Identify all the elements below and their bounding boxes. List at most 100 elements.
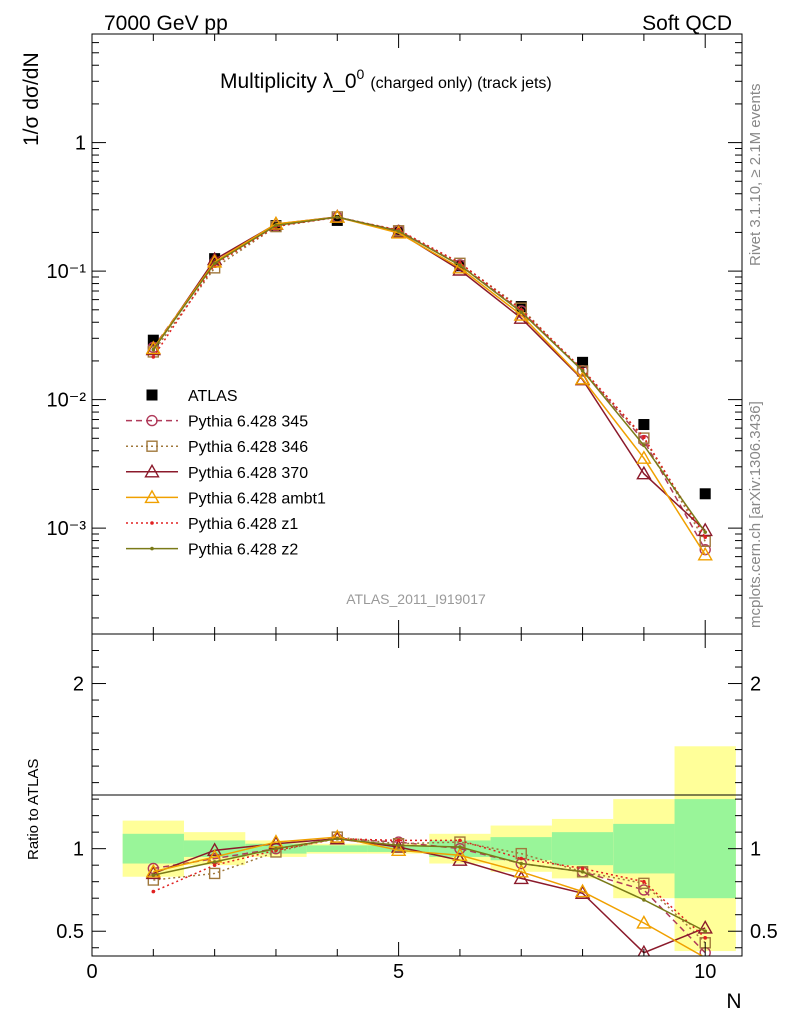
ratio-data-point-shape — [206, 842, 223, 857]
main-data-point — [335, 215, 340, 219]
ratio-x-tick-label: 0 — [86, 961, 97, 983]
legend-marker — [146, 440, 158, 452]
ratio-data-point-shape — [452, 847, 468, 861]
ratio-y-tick-label: 2 — [73, 674, 84, 696]
ratio-data-point — [206, 842, 223, 857]
ratio-plot-panel: 0.5 0.5 1 1 2 2 0 5 10 Ratio to ATLAS N — [25, 633, 778, 1013]
main-data-point — [642, 443, 646, 448]
ratio-data-point-shape — [396, 843, 401, 848]
main-data-point-shape — [577, 356, 589, 368]
ratio-data-point-shape — [329, 829, 345, 843]
ratio-y-tick-label-right: 1 — [750, 839, 761, 861]
main-data-point-shape — [642, 443, 646, 448]
main-data-point — [147, 334, 159, 346]
ratio-data-point-shape — [636, 915, 652, 929]
main-y-tick-label: 10⁻¹ — [47, 261, 87, 283]
ratio-data-point — [638, 884, 650, 896]
ratio-series-line — [153, 838, 706, 954]
ratio-data-point — [335, 836, 340, 841]
ratio-data-point — [151, 873, 156, 877]
ratio-data-point — [452, 852, 468, 866]
ratio-uncertainty-bands — [122, 746, 736, 952]
main-data-point-shape — [212, 261, 217, 266]
main-data-point — [642, 435, 646, 439]
legend-label: Pythia 6.428 370 — [188, 465, 308, 482]
chart-title: Multiplicity λ_00 (charged only) (track j… — [220, 66, 552, 93]
ratio-data-point-shape — [638, 877, 650, 890]
main-data-point — [577, 356, 589, 368]
ratio-data-point-shape — [513, 863, 529, 878]
main-plot-panel: 10⁻³ 10⁻² 10⁻¹ 1 Multiplicity λ_00 (charged … — [20, 33, 743, 635]
rivet-version-label: Rivet 3.1.10, ≥ 2.1M events — [747, 84, 764, 267]
main-data-point — [151, 347, 156, 352]
ratio-band-green — [306, 845, 368, 852]
main-series-line — [152, 216, 706, 533]
main-data-point-shape — [209, 253, 221, 265]
ratio-data-point-shape — [390, 839, 407, 853]
main-data-point — [519, 310, 524, 314]
ratio-x-tick-label: 10 — [694, 961, 716, 983]
ratio-series-pythia-6-428-z2 — [151, 836, 708, 934]
ratio-data-point — [329, 829, 345, 843]
chart-title-main: Multiplicity λ_0 — [220, 70, 357, 93]
legend-entry: Pythia 6.428 z2 — [126, 542, 298, 559]
ratio-data-point — [208, 867, 221, 880]
main-data-point — [636, 450, 652, 464]
legend-entry: Pythia 6.428 ambt1 — [126, 489, 326, 507]
ratio-data-point-shape — [642, 879, 646, 884]
main-data-point-shape — [636, 450, 652, 464]
ratio-data-point-shape — [396, 838, 401, 843]
legend-label: Pythia 6.428 345 — [188, 414, 308, 431]
main-data-point-shape — [574, 370, 591, 385]
ratio-data-point-shape — [145, 865, 162, 880]
main-data-point-shape — [452, 262, 468, 276]
legend: ATLAS Pythia 6.428 345 Pythia 6.428 346 Pyt… — [126, 388, 326, 559]
ratio-data-point-shape — [638, 884, 650, 896]
ratio-data-point-shape — [580, 866, 585, 871]
main-y-tick-label: 10⁻² — [47, 390, 87, 412]
main-data-point — [396, 229, 401, 233]
main-data-point — [452, 262, 468, 276]
ratio-data-point — [458, 845, 462, 849]
main-data-point — [458, 261, 462, 265]
legend-marker-shape — [144, 489, 160, 504]
main-data-point-shape — [703, 535, 708, 539]
main-series-pythia-6-428-370 — [145, 209, 713, 537]
ratio-data-point-shape — [458, 845, 462, 849]
ratio-data-point — [703, 929, 708, 934]
main-data-point — [212, 261, 217, 266]
ratio-data-point-shape — [513, 870, 529, 885]
ratio-data-point — [458, 838, 462, 843]
ratio-y-tick-label: 0.5 — [56, 921, 84, 943]
main-data-point — [703, 535, 708, 539]
main-series-pythia-6-428-z2 — [151, 215, 708, 534]
main-data-point-shape — [703, 530, 708, 534]
ratio-y-tick-label-right: 2 — [750, 674, 761, 696]
ratio-series-line — [153, 836, 706, 944]
ratio-y-axis-label: Ratio to ATLAS — [25, 759, 42, 860]
main-series-line — [152, 216, 706, 531]
main-data-point-shape — [396, 229, 401, 233]
main-data-point-shape — [268, 215, 284, 230]
ratio-data-point — [580, 869, 585, 874]
ratio-data-point-shape — [642, 898, 646, 902]
main-series-atlas — [147, 214, 711, 500]
main-data-point — [574, 370, 591, 385]
main-series-pythia-6-428-ambt1 — [145, 209, 713, 561]
ratio-data-point-shape — [519, 856, 524, 861]
main-data-point-shape — [145, 340, 162, 355]
legend-marker — [146, 414, 158, 427]
ratio-data-point — [642, 879, 646, 884]
main-y-tick-label: 1 — [75, 133, 86, 155]
ratio-data-point — [396, 843, 401, 848]
ratio-data-point-shape — [458, 838, 462, 843]
main-data-point-shape — [642, 435, 646, 439]
legend-entry: Pythia 6.428 z1 — [126, 516, 298, 533]
ratio-data-point-shape — [703, 936, 708, 940]
ratio-data-point-shape — [580, 869, 585, 874]
legend-marker-shape — [146, 440, 158, 452]
legend-marker-shape — [150, 546, 154, 551]
ratio-data-point — [513, 863, 529, 878]
legend-label: ATLAS — [188, 388, 238, 405]
main-data-point — [580, 368, 585, 373]
